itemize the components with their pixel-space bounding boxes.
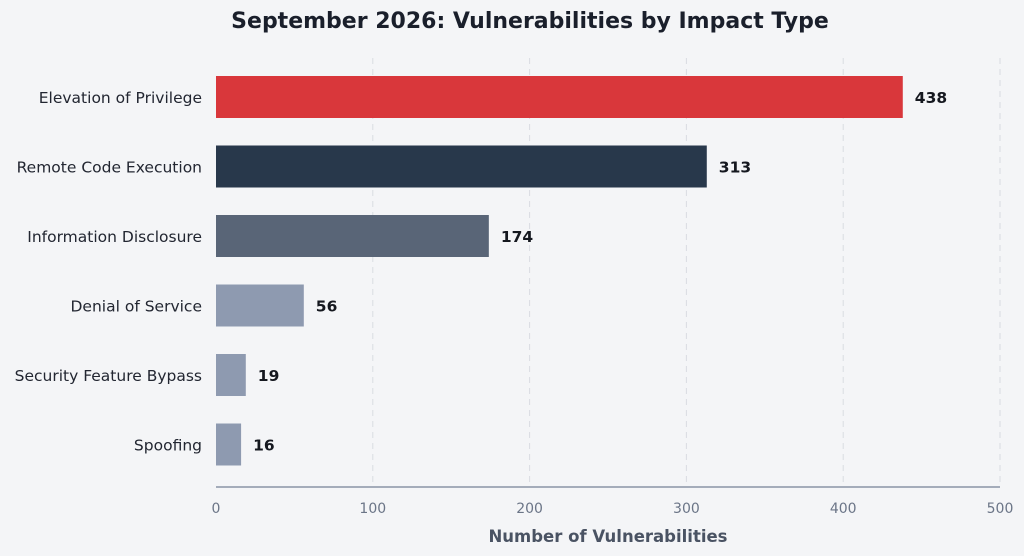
- value-label-information-disclosure: 174: [501, 228, 534, 246]
- chart-title: September 2026: Vulnerabilities by Impac…: [231, 9, 829, 34]
- category-label-information-disclosure: Information Disclosure: [27, 228, 202, 246]
- category-label-spoofing: Spoofing: [134, 437, 202, 455]
- x-tick-label-0: 0: [212, 501, 221, 517]
- category-label-security-feature-bypass: Security Feature Bypass: [15, 367, 202, 385]
- value-label-spoofing: 16: [253, 437, 275, 455]
- value-label-elevation-of-privilege: 438: [915, 89, 947, 107]
- x-tick-label-400: 400: [830, 501, 857, 517]
- category-label-denial-of-service: Denial of Service: [71, 298, 203, 316]
- bar-denial-of-service: [216, 284, 304, 327]
- x-tick-label-100: 100: [359, 501, 386, 517]
- bar-security-feature-bypass: [216, 354, 246, 396]
- value-labels: 438 313 174 56 19 16: [253, 89, 947, 455]
- value-label-remote-code-execution: 313: [719, 159, 751, 177]
- bar-remote-code-execution: [216, 145, 707, 188]
- x-tick-label-300: 300: [673, 501, 700, 517]
- x-tick-label-200: 200: [516, 501, 543, 517]
- x-tick-label-500: 500: [987, 501, 1014, 517]
- x-axis-title: Number of Vulnerabilities: [488, 527, 727, 546]
- category-labels: Elevation of Privilege Remote Code Execut…: [15, 89, 202, 455]
- bars: [216, 76, 903, 466]
- value-label-security-feature-bypass: 19: [258, 367, 280, 385]
- bar-information-disclosure: [216, 215, 489, 257]
- bar-elevation-of-privilege: [216, 76, 903, 118]
- bar-spoofing: [216, 423, 242, 466]
- grid-lines: [372, 58, 1001, 487]
- x-axis: 0 100 200 300 400 500: [212, 486, 1014, 517]
- value-label-denial-of-service: 56: [316, 298, 338, 316]
- category-label-remote-code-execution: Remote Code Execution: [17, 159, 202, 177]
- category-label-elevation-of-privilege: Elevation of Privilege: [39, 89, 202, 107]
